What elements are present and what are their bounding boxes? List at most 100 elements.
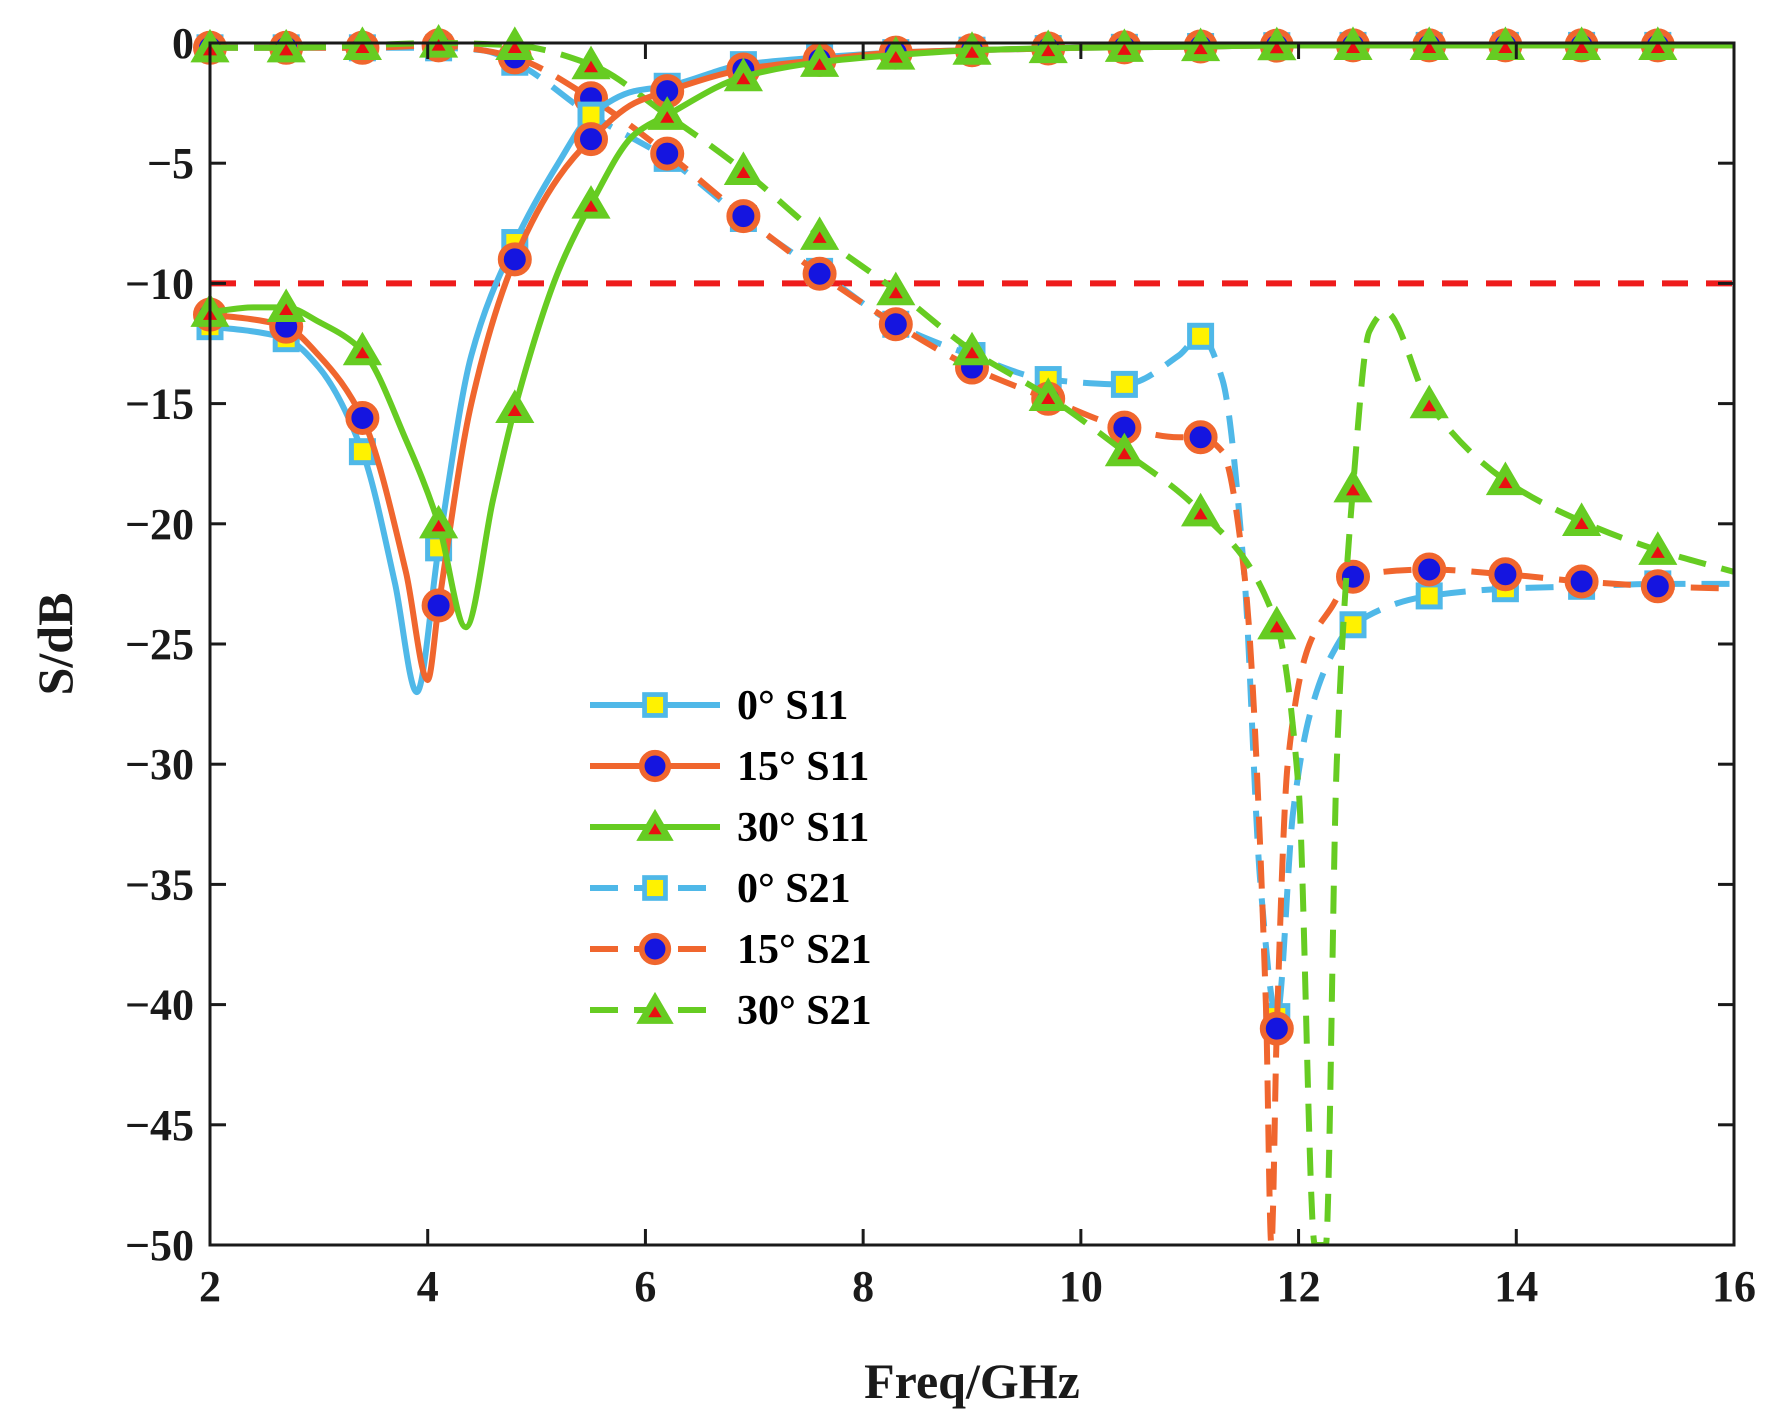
data-point-marker-inner	[1574, 41, 1589, 54]
data-point-marker-inner	[812, 231, 827, 243]
data-point-marker	[266, 288, 306, 323]
data-point-marker-inner	[888, 51, 903, 63]
data-point-marker-inner	[1193, 42, 1208, 55]
data-point-marker-inner	[812, 58, 827, 70]
data-point-marker	[1104, 432, 1144, 467]
y-tick-label: −45	[125, 1101, 194, 1150]
y-tick-label: 0	[172, 19, 194, 68]
data-point-marker-inner	[736, 166, 751, 179]
data-point-marker	[726, 199, 761, 234]
legend-swatch-marker	[636, 991, 674, 1024]
data-point-marker-inner	[584, 200, 598, 212]
x-tick-label: 10	[1059, 1262, 1103, 1311]
data-point-marker-inner	[888, 286, 903, 299]
data-point-marker	[1257, 605, 1297, 640]
data-point-marker-inner	[1650, 546, 1665, 558]
data-point-marker	[419, 504, 459, 539]
data-point-marker	[1485, 461, 1525, 496]
legend-label: 15° S21	[737, 927, 872, 973]
data-point-marker	[647, 96, 687, 130]
data-point-marker-ring	[1412, 552, 1447, 587]
series-line	[210, 40, 1735, 1245]
data-point-marker-inner	[1650, 41, 1665, 54]
y-tick-label: −10	[125, 259, 194, 308]
data-point-marker	[345, 401, 380, 436]
data-point-marker	[650, 136, 685, 171]
legend-label: 0° S21	[737, 866, 851, 912]
data-point-marker-ring	[497, 242, 532, 277]
data-point-marker-ring	[1640, 569, 1675, 604]
legend-item: 15° S11	[590, 744, 869, 790]
data-point-marker	[1181, 492, 1221, 527]
data-point-marker-inner	[1193, 507, 1208, 520]
y-tick-label: −15	[125, 380, 194, 429]
data-point-marker	[1104, 28, 1144, 62]
data-point-marker	[495, 389, 535, 424]
data-point-marker	[723, 57, 763, 92]
data-point-marker	[1562, 502, 1602, 536]
data-point-marker-inner	[1269, 41, 1284, 54]
data-point-marker-inner	[355, 346, 370, 359]
data-point-marker	[800, 43, 840, 77]
legend-item: 15° S21	[590, 927, 872, 973]
data-point-marker-ring	[802, 256, 837, 291]
x-tick-label: 4	[417, 1262, 439, 1311]
series-30-s11	[190, 26, 1734, 631]
y-tick-label: −5	[147, 139, 194, 188]
y-tick-label: −25	[125, 620, 194, 669]
axes-group: 2 4 6 8 10 12 14 16 0 −5 −10 −15 −20 −25 −30 −35 −40 −45 −…	[125, 19, 1756, 1311]
data-point-marker-inner	[1117, 43, 1132, 55]
data-point-marker	[1028, 377, 1068, 411]
data-point-marker-inner	[1269, 620, 1284, 633]
legend: 0° S11 15° S11 30° S11 0° S21 15° S21 30° S21	[590, 683, 872, 1034]
x-tick-label: 16	[1712, 1262, 1756, 1311]
data-point-marker-ring	[1183, 420, 1218, 455]
data-point-marker	[1415, 582, 1443, 610]
series-group	[190, 24, 1735, 1245]
legend-swatch-marker	[642, 875, 668, 901]
legend-swatch-marker	[636, 808, 674, 841]
legend-swatch-marker	[638, 749, 672, 783]
series-line	[209, 42, 1734, 631]
y-tick-label: −50	[125, 1221, 194, 1270]
data-point-marker-inner	[1422, 399, 1437, 412]
legend-item: 30° S21	[590, 988, 872, 1034]
data-point-marker	[421, 588, 456, 623]
data-point-marker	[571, 185, 611, 219]
data-point-marker	[952, 31, 992, 65]
data-point-marker-inner	[355, 41, 370, 54]
data-point-marker	[876, 36, 916, 70]
data-point-marker-ring	[726, 199, 761, 234]
data-point-marker-inner	[507, 404, 522, 417]
legend-swatch-marker-inner	[648, 823, 662, 835]
data-point-marker-inner	[965, 346, 979, 359]
data-point-marker	[1187, 322, 1215, 350]
data-point-marker-inner	[584, 60, 598, 73]
legend-label: 30° S21	[737, 988, 872, 1034]
x-tick-label: 14	[1494, 1262, 1538, 1311]
data-point-marker	[1412, 552, 1447, 587]
y-tick-label: −30	[125, 740, 194, 789]
data-point-marker-inner	[279, 303, 294, 316]
data-point-marker	[1640, 569, 1675, 604]
x-tick-label: 12	[1277, 1262, 1321, 1311]
legend-label: 15° S11	[737, 744, 869, 790]
data-point-marker	[878, 307, 913, 342]
data-point-marker	[1259, 1011, 1294, 1046]
legend-label: 30° S11	[737, 805, 869, 851]
data-point-marker-inner	[1498, 41, 1513, 54]
data-point-marker	[802, 256, 837, 291]
data-point-marker-inner	[1574, 517, 1589, 529]
data-point-marker-inner	[1346, 483, 1360, 496]
y-tick-label: −40	[125, 981, 194, 1030]
y-axis-label: S/dB	[27, 593, 83, 696]
data-point-marker	[1183, 420, 1218, 455]
data-point-marker-ring	[1488, 557, 1523, 592]
data-point-marker	[800, 216, 840, 250]
data-point-marker-ring	[345, 401, 380, 436]
data-point-marker-ring	[878, 307, 913, 342]
data-point-marker	[952, 331, 992, 366]
data-point-marker	[1110, 370, 1138, 398]
data-point-marker-inner	[1041, 392, 1056, 404]
